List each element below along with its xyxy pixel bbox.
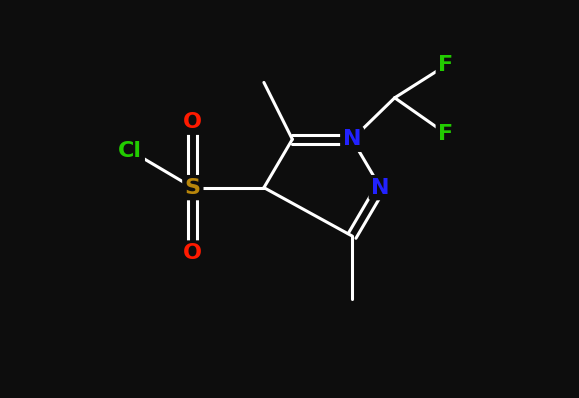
Text: N: N xyxy=(371,178,390,198)
Text: Cl: Cl xyxy=(118,140,142,161)
Text: N: N xyxy=(343,129,361,149)
Text: F: F xyxy=(438,55,453,75)
Text: O: O xyxy=(184,112,202,132)
Text: S: S xyxy=(185,178,201,198)
Text: F: F xyxy=(438,124,453,144)
Text: O: O xyxy=(184,243,202,263)
